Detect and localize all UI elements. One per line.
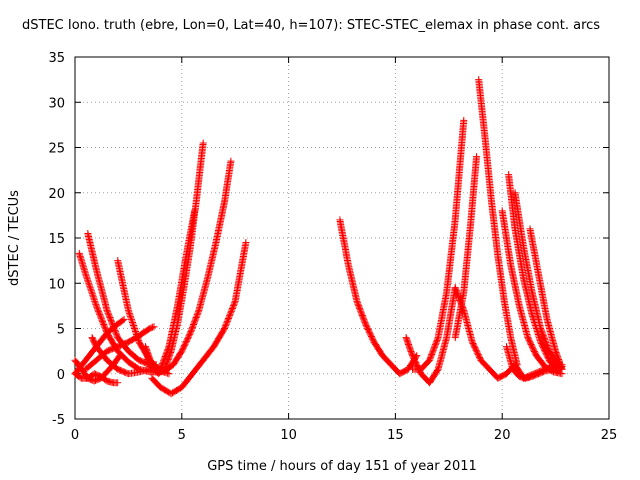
data-point-markers xyxy=(475,76,521,369)
data-point-markers xyxy=(526,225,566,373)
series-21 xyxy=(526,225,566,373)
series-14 xyxy=(409,116,468,373)
x-tick-label: 0 xyxy=(71,428,79,443)
data-marks xyxy=(71,76,566,398)
x-tick-label: 25 xyxy=(601,428,618,443)
y-tick-label: 0 xyxy=(57,368,65,383)
data-point-markers xyxy=(402,284,459,387)
series-8 xyxy=(142,139,207,378)
y-tick-label: 20 xyxy=(48,187,65,202)
y-tick-label: 35 xyxy=(48,51,65,66)
series-18 xyxy=(498,207,566,378)
data-point-markers xyxy=(511,189,566,373)
data-point-markers xyxy=(152,157,235,376)
series-3 xyxy=(84,230,160,369)
data-point-markers xyxy=(84,230,160,369)
data-point-markers xyxy=(88,334,154,378)
series-10 xyxy=(152,157,235,376)
x-tick-label: 5 xyxy=(178,428,186,443)
data-point-markers xyxy=(498,207,566,378)
series-9 xyxy=(142,207,199,373)
series-19 xyxy=(505,171,562,376)
series-6 xyxy=(88,334,154,378)
x-tick-label: 15 xyxy=(387,428,404,443)
y-tick-label: 10 xyxy=(48,277,65,292)
data-point-markers xyxy=(148,239,250,398)
data-point-markers xyxy=(451,153,481,342)
axis-ticks: 0 5 10 15 20 25 -5 0 5 10 15 20 25 30 35 xyxy=(48,51,617,443)
y-tick-label: 5 xyxy=(57,323,65,338)
chart-title: dSTEC Iono. truth (ebre, Lon=0, Lat=40, … xyxy=(22,18,601,33)
y-tick-label: 15 xyxy=(48,232,65,247)
x-tick-label: 10 xyxy=(280,428,297,443)
y-tick-label: 25 xyxy=(48,142,65,157)
grid-lines xyxy=(75,57,609,419)
series-22 xyxy=(503,343,566,382)
x-tick-label: 20 xyxy=(494,428,511,443)
y-tick-label: 30 xyxy=(48,96,65,111)
series-13 xyxy=(402,284,459,387)
data-point-markers xyxy=(503,343,566,382)
y-axis-label: dSTEC / TECUs xyxy=(7,190,22,286)
data-point-markers xyxy=(142,139,207,378)
y-tick-label: -5 xyxy=(52,413,65,428)
series-20 xyxy=(511,189,566,373)
series-17 xyxy=(475,76,521,369)
series-11 xyxy=(148,239,250,398)
data-point-markers xyxy=(336,216,421,378)
series-12 xyxy=(336,216,421,378)
data-point-markers xyxy=(142,207,199,373)
series-16 xyxy=(451,153,481,342)
x-axis-label: GPS time / hours of day 151 of year 2011 xyxy=(207,459,477,474)
data-point-markers xyxy=(505,171,562,376)
data-point-markers xyxy=(409,116,468,373)
